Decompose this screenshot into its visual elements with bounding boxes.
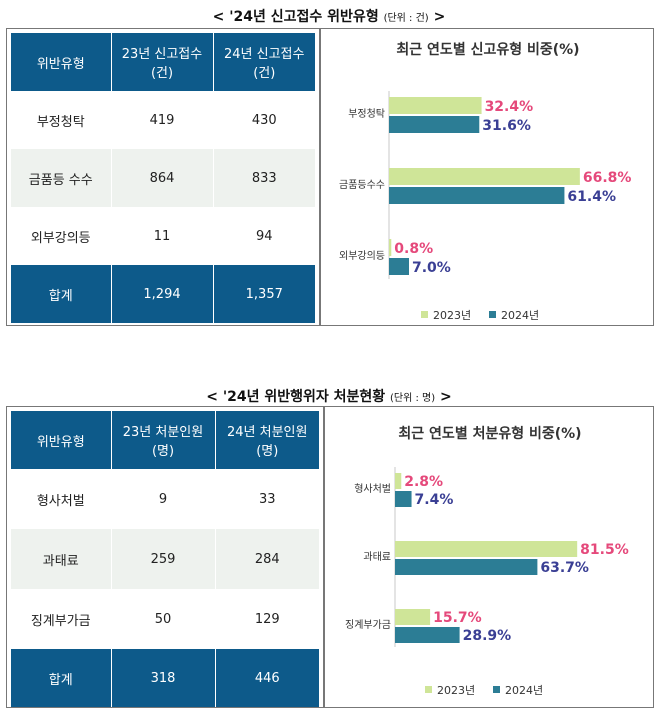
bar-2024년-금품등수수 [389,187,565,204]
table-header-cell: 24년 신고접수(건) [213,33,315,91]
table-cell: 33 [215,469,319,529]
report-table: 위반유형 23년 신고접수(건) 24년 신고접수(건) 부정청탁 419 43… [11,33,315,323]
data-label: 81.5% [580,542,629,558]
legend-label: 2023년 [433,309,471,322]
table-cell: 318 [111,649,216,707]
section2-caption-title: < '24년 위반행위자 처분현황 [206,389,386,405]
section2-caption: < '24년 위반행위자 처분현황 (단위 : 명) > [0,386,658,406]
chart-title: 최근 연도별 신고유형 비중(%) [396,42,580,58]
report-chart-panel: 최근 연도별 신고유형 비중(%) 부정청탁 32.4% 31.6% 금품등수수 66.… [320,28,654,326]
section1-caption: < '24년 신고접수 위반유형 (단위 : 건) > [0,6,658,26]
sanction-chart: 형사처벌 2.8% 7.4% 과태료 81.5% 63.7% 징계부가금 15.7% 28.9%… [345,467,629,697]
table-total-row: 합계 1,294 1,357 [11,265,315,323]
table-row: 외부강의등 11 94 [11,207,315,265]
table-cell: 형사처벌 [11,469,112,529]
table-cell: 9 [111,469,216,529]
sanction-chart-panel: 최근 연도별 처분유형 비중(%) 형사처벌 2.8% 7.4% 과태료 81.5% 63… [324,406,654,708]
table-cell: 부정청탁 [11,91,112,149]
bar-2023년-부정청탁 [389,97,482,114]
data-label: 63.7% [540,560,589,576]
legend-swatch-2023년 [421,311,428,318]
table-cell: 금품등 수수 [11,149,112,207]
table-cell: 129 [215,589,319,649]
data-label: 15.7% [433,610,482,626]
legend-swatch-2024년 [493,686,500,693]
table-cell: 외부강의등 [11,207,112,265]
data-label: 61.4% [567,189,616,205]
data-label: 7.0% [412,260,451,276]
legend-swatch-2023년 [425,686,432,693]
table-row: 부정청탁 419 430 [11,91,315,149]
table-cell: 833 [213,149,315,207]
bar-2024년-외부강의등 [389,258,409,275]
table-cell: 1,357 [213,265,315,323]
report-table-panel: 위반유형 23년 신고접수(건) 24년 신고접수(건) 부정청탁 419 43… [6,28,320,326]
table-header-cell: 위반유형 [11,411,112,469]
section1-caption-unit: (단위 : 건) [383,13,429,24]
category-label: 형사처벌 [354,483,391,495]
table-cell: 430 [213,91,315,149]
table-row: 과태료 259 284 [11,529,319,589]
bar-2023년-형사처벌 [395,473,402,489]
table-header-row: 위반유형 23년 처분인원(명) 24년 처분인원(명) [11,411,319,469]
table-cell: 징계부가금 [11,589,112,649]
bar-2023년-금품등수수 [389,168,580,185]
legend-label: 2023년 [437,684,475,697]
report-chart: 부정청탁 32.4% 31.6% 금품등수수 66.8% 61.4% 외부강의등 0.8% 7.… [339,91,632,322]
table-row: 징계부가금 50 129 [11,589,319,649]
section1-caption-end: > [433,9,446,25]
data-label: 32.4% [485,99,534,115]
legend-label: 2024년 [505,684,543,697]
table-cell: 446 [215,649,319,707]
table-header-cell: 23년 처분인원(명) [111,411,216,469]
table-header-row: 위반유형 23년 신고접수(건) 24년 신고접수(건) [11,33,315,91]
data-label: 7.4% [415,492,454,508]
bar-2024년-형사처벌 [395,491,412,507]
table-cell: 합계 [11,649,112,707]
legend-label: 2024년 [501,309,539,322]
table-cell: 419 [111,91,214,149]
sanction-table-panel: 위반유형 23년 처분인원(명) 24년 처분인원(명) 형사처벌 9 33 과… [6,406,324,708]
table-cell: 1,294 [111,265,214,323]
table-header-cell: 위반유형 [11,33,112,91]
bar-2024년-징계부가금 [395,627,460,643]
table-cell: 284 [215,529,319,589]
section2-caption-end: > [440,389,452,405]
data-label: 28.9% [463,628,512,644]
section1-caption-title: < '24년 신고접수 위반유형 [212,9,379,25]
category-label: 외부강의등 [339,250,385,262]
table-row: 금품등 수수 864 833 [11,149,315,207]
chart-title: 최근 연도별 처분유형 비중(%) [398,426,582,442]
category-label: 과태료 [363,551,391,563]
table-cell: 259 [111,529,216,589]
bar-2023년-징계부가금 [395,609,431,625]
bar-2024년-과태료 [395,559,538,575]
sanction-table: 위반유형 23년 처분인원(명) 24년 처분인원(명) 형사처벌 9 33 과… [11,411,319,707]
table-cell: 864 [111,149,214,207]
table-header-cell: 23년 신고접수(건) [111,33,214,91]
category-label: 금품등수수 [339,179,385,191]
table-cell: 50 [111,589,216,649]
bar-2023년-외부강의등 [389,239,392,256]
table-cell: 94 [213,207,315,265]
table-row: 형사처벌 9 33 [11,469,319,529]
table-cell: 11 [111,207,214,265]
category-label: 징계부가금 [345,619,391,631]
bar-2024년-부정청탁 [389,116,480,133]
table-header-cell: 24년 처분인원(명) [215,411,319,469]
category-label: 부정청탁 [348,108,385,120]
table-cell: 과태료 [11,529,112,589]
data-label: 66.8% [583,170,632,186]
legend-swatch-2024년 [489,311,496,318]
table-cell: 합계 [11,265,112,323]
bar-2023년-과태료 [395,541,578,557]
data-label: 2.8% [404,474,443,490]
section2-caption-unit: (단위 : 명) [390,393,436,404]
data-label: 0.8% [394,241,433,257]
data-label: 31.6% [482,118,531,134]
table-total-row: 합계 318 446 [11,649,319,707]
